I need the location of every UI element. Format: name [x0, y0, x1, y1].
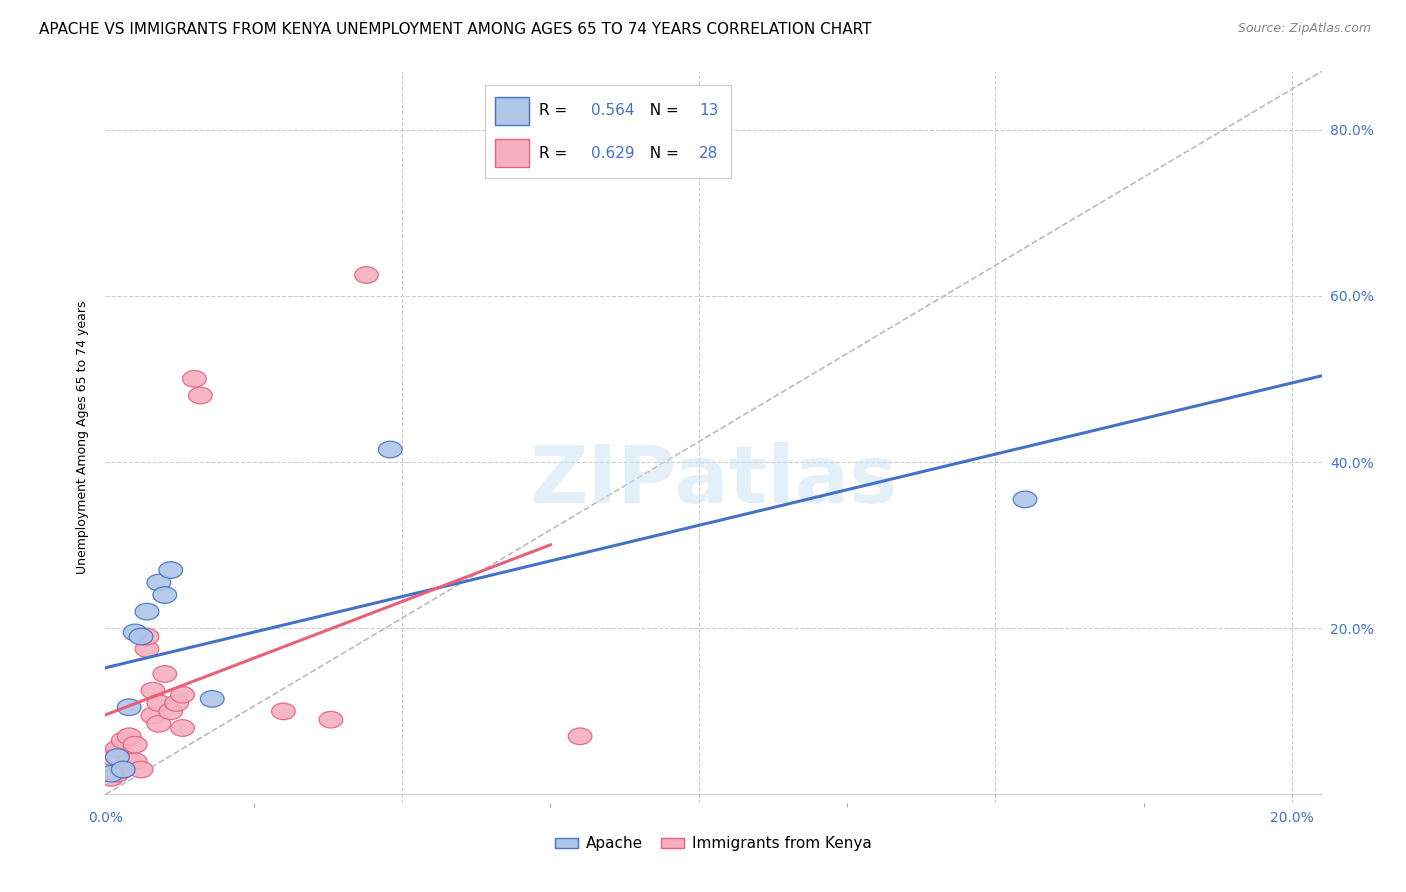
Text: 0.629: 0.629: [591, 145, 634, 161]
Ellipse shape: [568, 728, 592, 745]
Ellipse shape: [111, 732, 135, 748]
Ellipse shape: [1014, 491, 1036, 508]
Ellipse shape: [105, 748, 129, 765]
Text: ZIPatlas: ZIPatlas: [530, 442, 897, 520]
Ellipse shape: [124, 736, 148, 753]
FancyBboxPatch shape: [495, 97, 529, 125]
Ellipse shape: [159, 562, 183, 578]
Ellipse shape: [170, 687, 194, 703]
Ellipse shape: [124, 753, 148, 770]
Text: APACHE VS IMMIGRANTS FROM KENYA UNEMPLOYMENT AMONG AGES 65 TO 74 YEARS CORRELATI: APACHE VS IMMIGRANTS FROM KENYA UNEMPLOY…: [39, 22, 872, 37]
Ellipse shape: [183, 370, 207, 387]
Ellipse shape: [354, 267, 378, 284]
Legend: Apache, Immigrants from Kenya: Apache, Immigrants from Kenya: [550, 830, 877, 857]
Text: 28: 28: [699, 145, 718, 161]
FancyBboxPatch shape: [495, 139, 529, 167]
Ellipse shape: [148, 715, 170, 732]
Ellipse shape: [135, 628, 159, 645]
Ellipse shape: [111, 761, 135, 778]
Text: 0.564: 0.564: [591, 103, 634, 119]
Ellipse shape: [111, 761, 135, 778]
Text: 13: 13: [699, 103, 718, 119]
Ellipse shape: [117, 728, 141, 745]
Ellipse shape: [153, 665, 177, 682]
Ellipse shape: [117, 699, 141, 715]
Y-axis label: Unemployment Among Ages 65 to 74 years: Unemployment Among Ages 65 to 74 years: [76, 301, 89, 574]
Ellipse shape: [201, 690, 224, 707]
Ellipse shape: [124, 624, 148, 640]
Ellipse shape: [141, 707, 165, 723]
Ellipse shape: [159, 703, 183, 720]
Ellipse shape: [148, 695, 170, 712]
Ellipse shape: [117, 753, 141, 770]
Text: R =: R =: [538, 145, 572, 161]
Ellipse shape: [153, 587, 177, 603]
Ellipse shape: [129, 761, 153, 778]
Text: N =: N =: [640, 145, 683, 161]
Ellipse shape: [271, 703, 295, 720]
Ellipse shape: [378, 442, 402, 458]
Ellipse shape: [188, 387, 212, 404]
Ellipse shape: [100, 765, 124, 782]
Ellipse shape: [165, 695, 188, 712]
Text: R =: R =: [538, 103, 572, 119]
Ellipse shape: [129, 628, 153, 645]
Ellipse shape: [105, 740, 129, 757]
Ellipse shape: [105, 765, 129, 782]
Text: Source: ZipAtlas.com: Source: ZipAtlas.com: [1237, 22, 1371, 36]
Ellipse shape: [135, 640, 159, 657]
Ellipse shape: [170, 720, 194, 736]
Text: N =: N =: [640, 103, 683, 119]
Ellipse shape: [135, 603, 159, 620]
Ellipse shape: [148, 574, 170, 591]
Ellipse shape: [100, 770, 124, 786]
Ellipse shape: [319, 712, 343, 728]
Ellipse shape: [141, 682, 165, 699]
Ellipse shape: [100, 748, 124, 765]
